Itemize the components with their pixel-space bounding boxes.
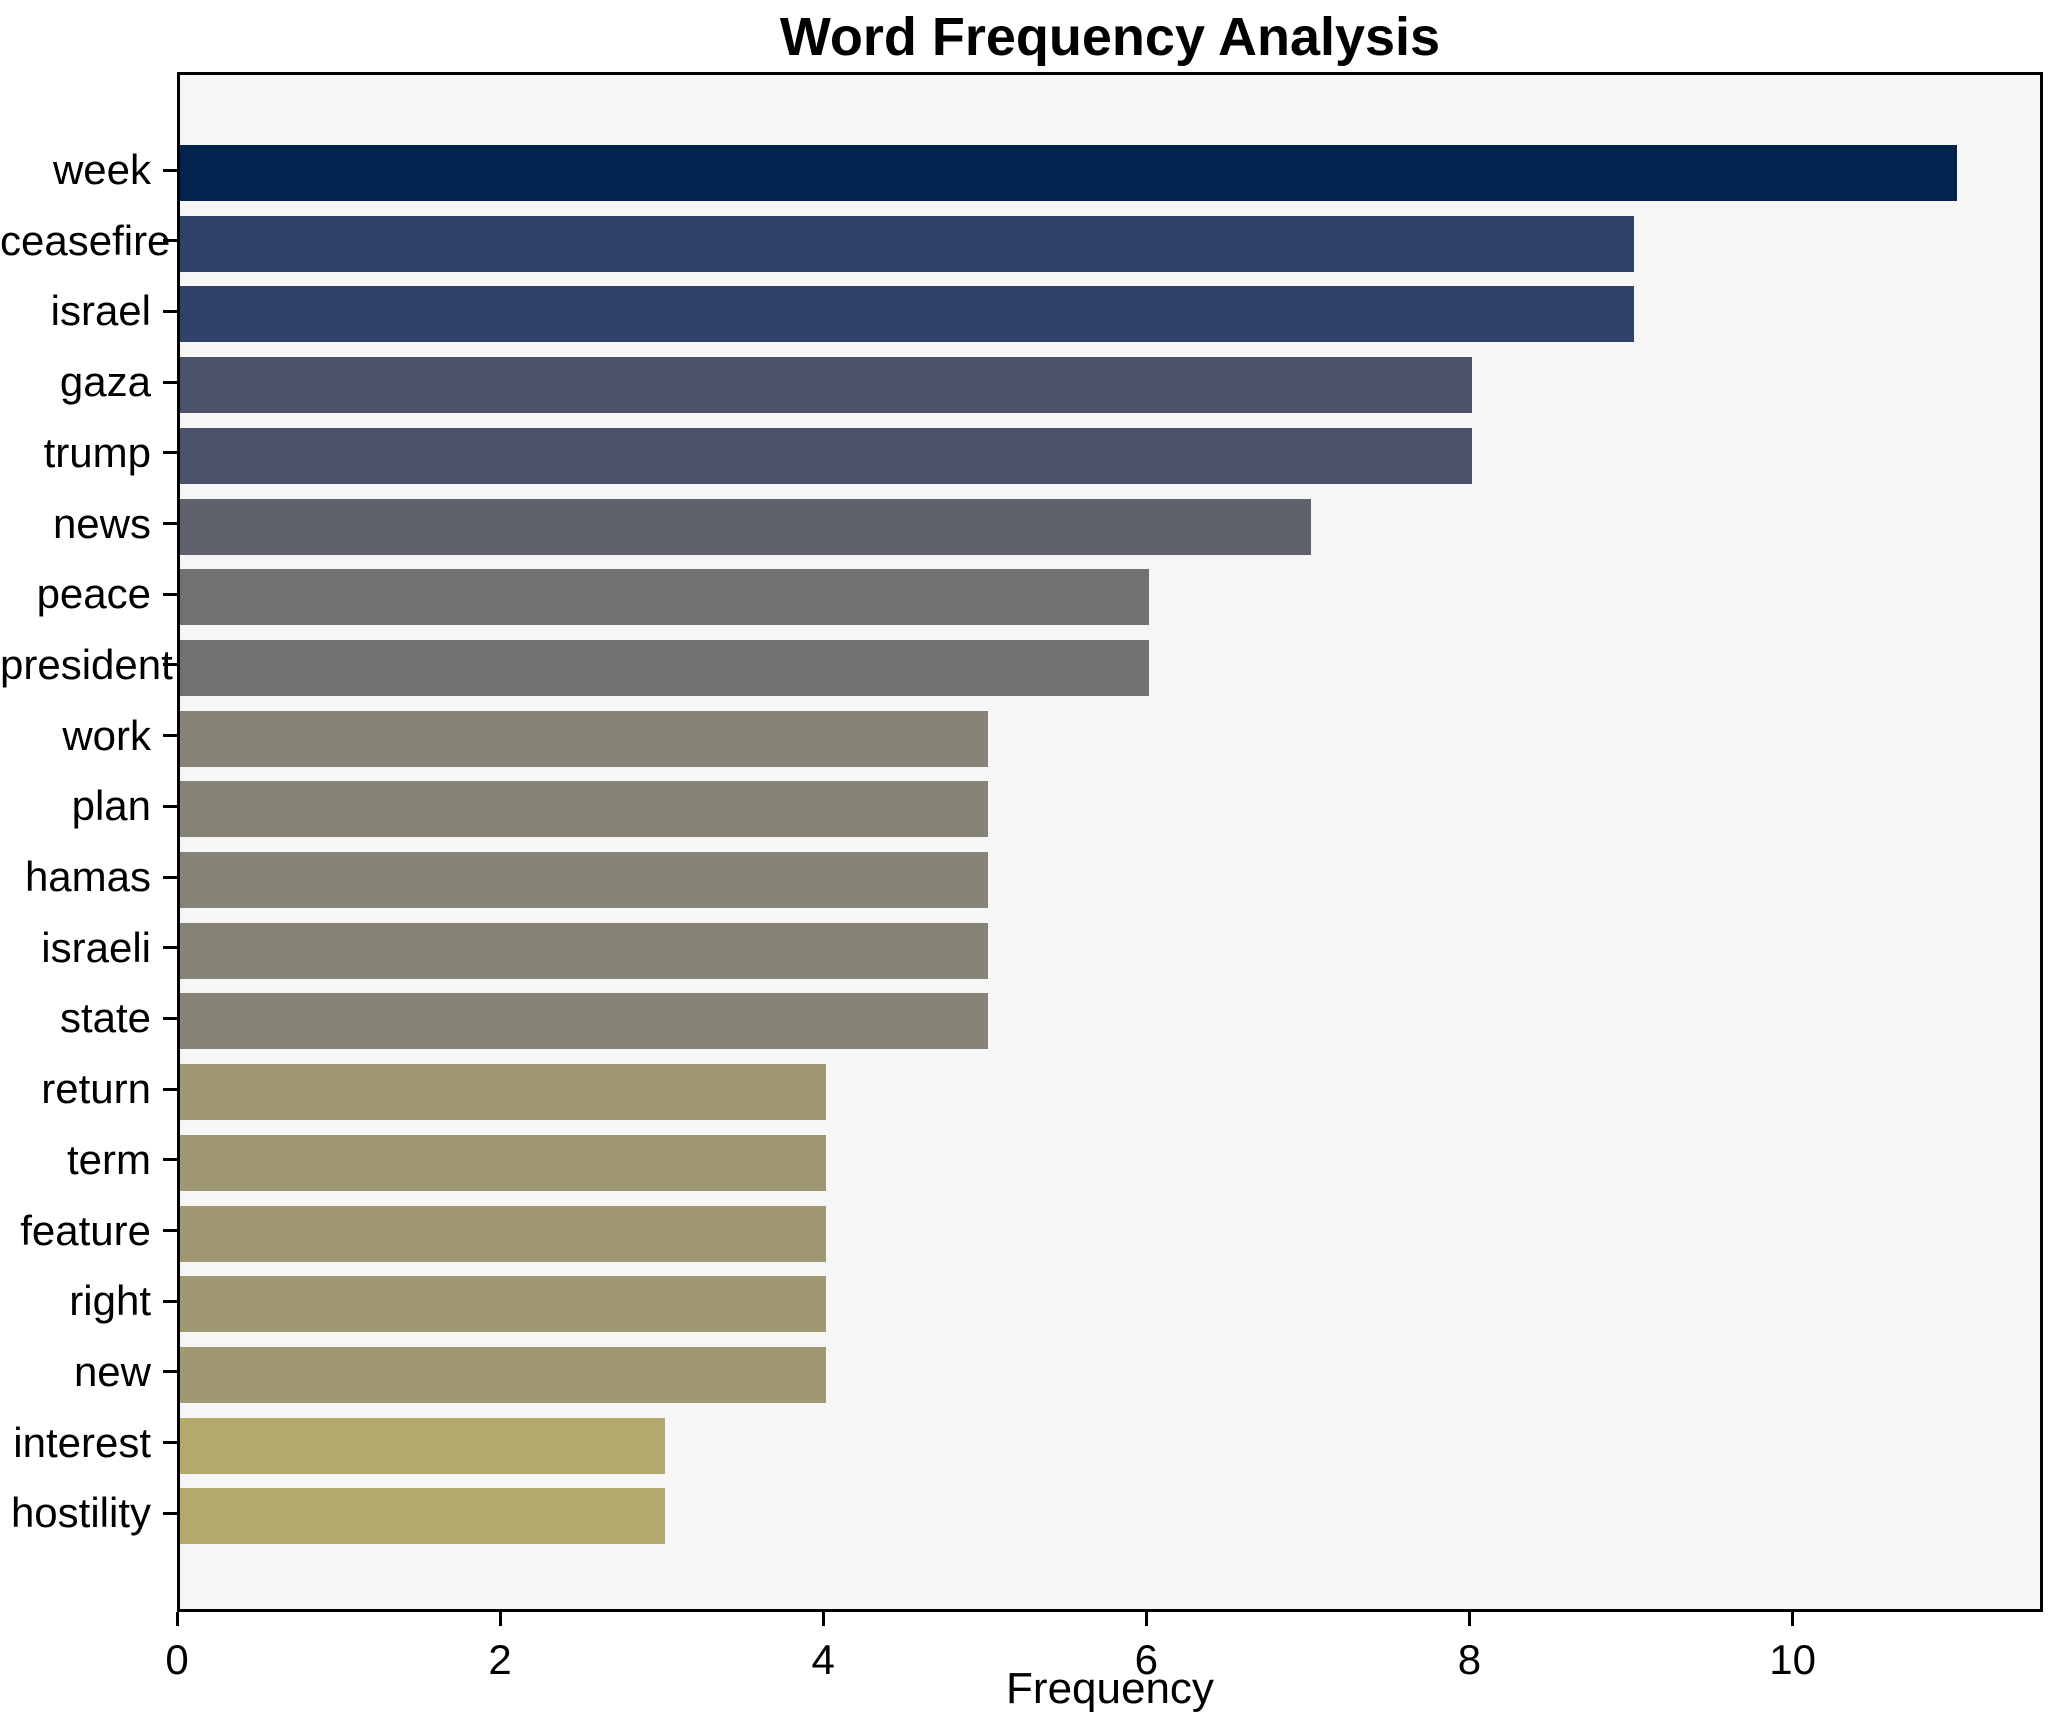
bar-plan <box>180 781 988 838</box>
bar-feature <box>180 1205 827 1262</box>
chart-title: Word Frequency Analysis <box>779 7 1441 67</box>
y-tick-label-week: week <box>52 146 151 193</box>
x-tick-label-2: 2 <box>488 1636 512 1683</box>
x-axis-label: Frequency <box>1006 1664 1214 1713</box>
x-tick-label-4: 4 <box>811 1636 835 1683</box>
x-tick-2 <box>498 1612 502 1626</box>
y-tick-israeli <box>163 946 177 950</box>
y-tick-label-hostility: hostility <box>10 1489 151 1537</box>
y-tick-label-president: president <box>0 640 173 688</box>
y-tick-label-feature: feature <box>20 1206 151 1254</box>
bar-peace <box>180 569 1150 626</box>
x-tick-0 <box>175 1612 179 1626</box>
y-tick-feature <box>163 1229 177 1232</box>
y-tick-label-hamas: hamas <box>24 853 151 900</box>
y-tick-label-israeli: israeli <box>41 923 151 971</box>
y-tick-label-state: state <box>59 994 151 1042</box>
y-tick-israel <box>163 309 177 313</box>
y-tick-ceasefire <box>163 239 177 243</box>
y-tick-label-term: term <box>67 1135 151 1183</box>
bar-trump <box>180 427 1473 484</box>
x-tick-4 <box>821 1612 825 1626</box>
y-tick-label-new: new <box>73 1347 151 1395</box>
y-tick-work <box>163 734 177 738</box>
bar-israel <box>180 286 1635 343</box>
y-tick-label-gaza: gaza <box>59 358 151 406</box>
y-tick-label-ceasefire: ceasefire <box>0 216 171 264</box>
y-tick-label-peace: peace <box>36 570 151 618</box>
y-tick-hostility <box>163 1511 177 1515</box>
bar-israeli <box>180 922 988 979</box>
plot-area <box>177 72 2043 1612</box>
bar-work <box>180 710 988 767</box>
y-tick-interest <box>163 1441 177 1445</box>
x-tick-label-6: 6 <box>1134 1636 1159 1683</box>
bar-hamas <box>180 852 988 908</box>
y-tick-label-right: right <box>69 1277 151 1325</box>
bar-week <box>180 145 1958 201</box>
y-tick-label-return: return <box>41 1065 151 1113</box>
bar-news <box>180 498 1311 555</box>
y-tick-news <box>163 522 177 525</box>
bar-president <box>180 639 1150 696</box>
y-tick-label-plan: plan <box>71 782 151 830</box>
y-tick-label-interest: interest <box>13 1418 151 1466</box>
bar-return <box>180 1064 827 1121</box>
y-tick-right <box>163 1299 177 1303</box>
y-tick-week <box>163 168 177 172</box>
y-tick-new <box>163 1370 177 1374</box>
bar-hostility <box>180 1488 665 1545</box>
y-tick-state <box>163 1016 177 1020</box>
y-tick-gaza <box>163 380 177 384</box>
y-tick-label-trump: trump <box>43 428 151 476</box>
x-tick-8 <box>1467 1612 1471 1626</box>
bar-gaza <box>180 357 1473 414</box>
bar-new <box>180 1346 827 1403</box>
bar-state <box>180 993 988 1050</box>
bar-ceasefire <box>180 215 1635 272</box>
y-tick-label-israel: israel <box>50 287 151 335</box>
x-tick-10 <box>1791 1612 1795 1626</box>
y-tick-hamas <box>163 875 177 879</box>
y-tick-plan <box>163 804 177 808</box>
y-tick-trump <box>163 451 177 455</box>
bar-right <box>180 1276 827 1333</box>
y-tick-peace <box>163 592 177 596</box>
x-tick-label-8: 8 <box>1457 1636 1482 1683</box>
y-tick-return <box>163 1087 177 1091</box>
x-tick-label-10: 10 <box>1769 1636 1816 1683</box>
y-tick-term <box>163 1158 177 1162</box>
bar-interest <box>180 1417 665 1474</box>
y-tick-label-work: work <box>62 711 151 759</box>
y-tick-label-news: news <box>52 499 151 547</box>
bar-term <box>180 1134 827 1191</box>
x-tick-label-0: 0 <box>165 1636 189 1683</box>
x-tick-6 <box>1144 1612 1148 1626</box>
y-tick-president <box>163 663 177 667</box>
